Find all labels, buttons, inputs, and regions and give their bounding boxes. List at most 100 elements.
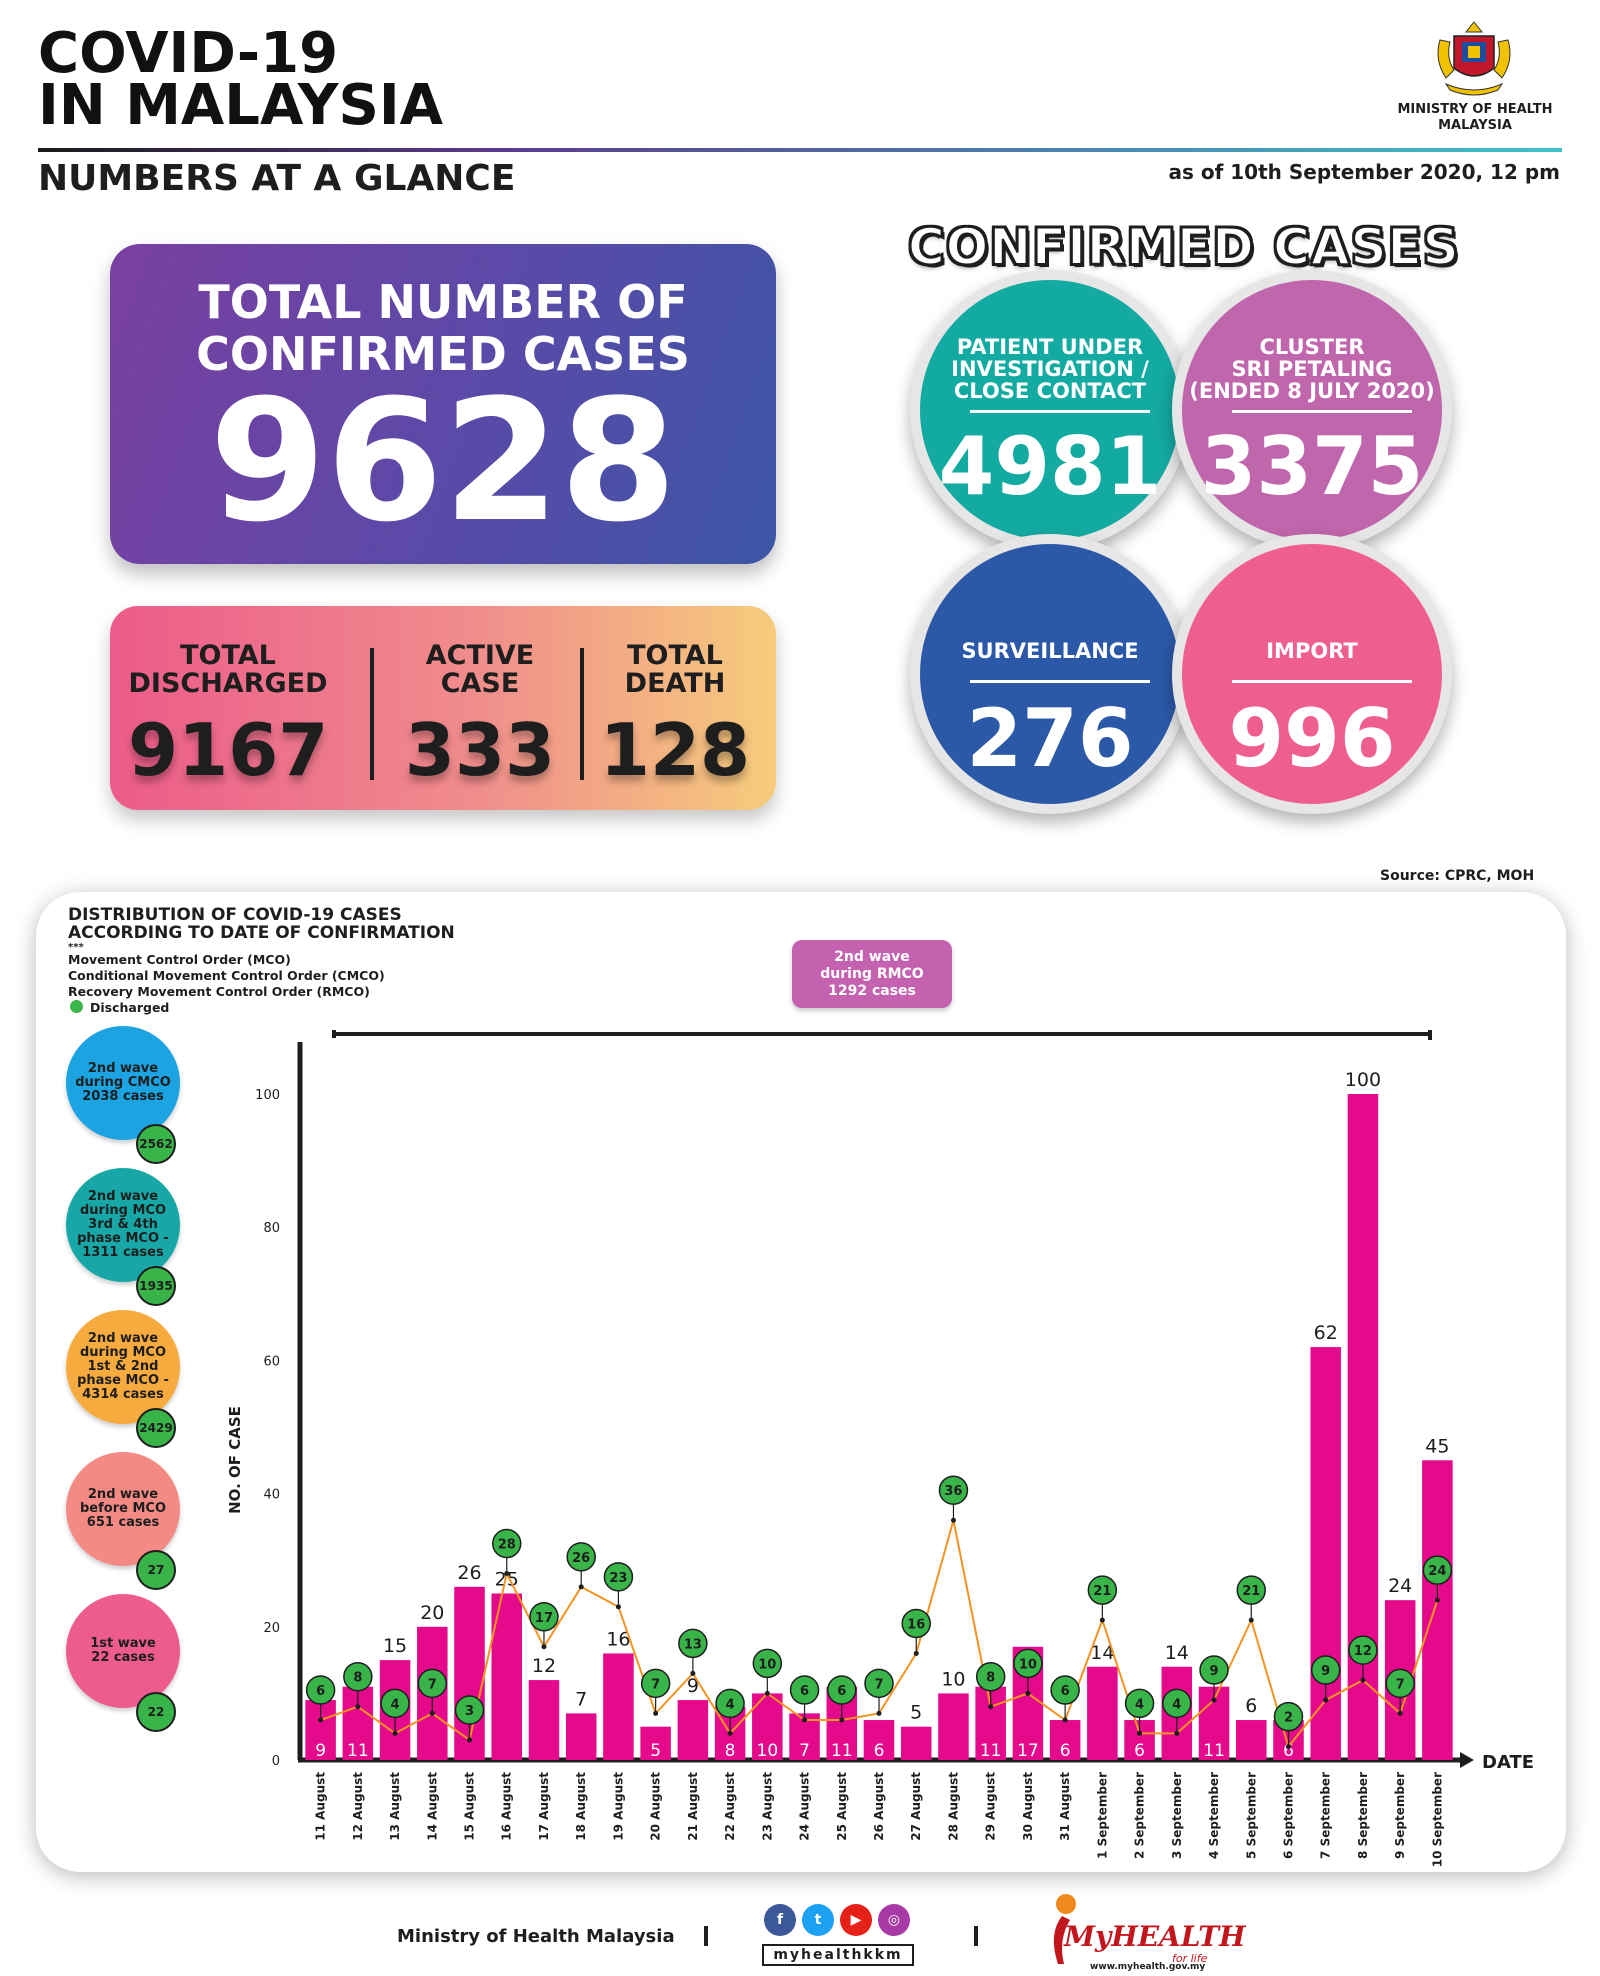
page-subtitle: NUMBERS AT A GLANCE [38,158,516,199]
rmco-line-3: 1292 cases [828,983,916,999]
discharged-badge [1310,1655,1341,1685]
wave-text-line: 2nd wave [87,1487,159,1502]
active-stat: ACTIVE CASE 333 [380,640,580,793]
x-tick-label: 5 September [1244,1772,1258,1859]
death-stat: TOTAL DEATH 128 [592,642,758,793]
death-value: 128 [599,708,751,792]
wave-text-line: 2nd wave [87,1061,159,1076]
discharged-badge [901,1608,931,1639]
active-label-line-1: ACTIVE [425,640,535,671]
x-tick-label: 29 August [984,1772,998,1841]
x-tick-label: 11 August [314,1772,328,1841]
wave-discharged-badge: 2429 [136,1408,176,1448]
circle-rule [970,680,1150,683]
wave-discharged-badge: 2562 [136,1124,176,1164]
circle-rule [1232,680,1412,683]
legend-cmco: Conditional Movement Control Order (CMCO… [68,968,385,983]
discharged-value-label: 12 [1354,1644,1372,1659]
bar-value-label: 11 [347,1741,369,1761]
x-tick-label: 16 August [500,1772,514,1841]
footer-ministry: Ministry of Health Malaysia [397,1926,675,1947]
title-line-1: COVID-19 [38,21,339,86]
discharged-badge [1422,1555,1453,1585]
x-tick-label: 19 August [611,1772,625,1841]
y-tick-label: 40 [263,1488,280,1503]
discharged-badge [789,1675,820,1705]
x-tick-label: 28 August [946,1772,960,1841]
discharged-value-label: 9 [1321,1664,1330,1679]
death-label-line-1: TOTAL [627,640,723,671]
stat-divider [580,648,584,780]
discharged-badge [1050,1675,1080,1705]
discharged-badge [529,1602,559,1632]
import-value: 996 [1228,692,1396,785]
rmco-wave-label: 2nd wave during RMCO 1292 cases [792,940,952,1008]
x-tick-label: 25 August [835,1772,849,1841]
x-tick-label: 7 September [1319,1772,1333,1859]
x-tick-label: 2 September [1133,1772,1147,1859]
bar-value-label: 15 [383,1635,407,1657]
discharged-value-label: 8 [353,1671,362,1686]
x-axis-arrow [1460,1752,1474,1768]
bar [900,1726,932,1760]
social-handle[interactable]: myhealthkkm [762,1944,914,1966]
myhealth-figure-icon [1053,1894,1076,1964]
footer-divider [704,1926,708,1946]
source-note: Source: CPRC, MOH [1380,868,1535,884]
wave-text-line: phase MCO - [77,1373,169,1388]
discharged-value-label: 10 [1019,1657,1037,1672]
cluster-label-line-2: SRI PETALING [1231,357,1393,381]
discharged-value-label: 21 [1242,1584,1260,1599]
discharged-badge [417,1668,448,1699]
x-tick-label: 4 September [1207,1772,1221,1859]
y-tick-label: 0 [272,1754,280,1769]
legend-mco: Movement Control Order (MCO) [68,952,291,967]
x-tick-label: 15 August [463,1772,477,1841]
discharged-badge [343,1661,373,1692]
myhealth-logo: MyHEALTH [1064,1920,1246,1953]
page-title: COVID-19 IN MALAYSIA [38,21,443,134]
wave-text-line: 1st wave [90,1636,156,1651]
circle-rule [1232,410,1412,413]
wave-circle-cmco: 2nd wave during CMCO 2038 cases [66,1026,180,1140]
youtube-icon[interactable]: ▶ [840,1904,872,1936]
bar-value-label: 17 [1017,1741,1039,1761]
bar [863,1720,895,1760]
wave-circle-mco-3-4: 2nd wave during MCO 3rd & 4th phase MCO … [66,1168,180,1282]
discharged-value-label: 6 [800,1684,809,1699]
instagram-icon[interactable]: ◎ [878,1904,910,1936]
twitter-icon[interactable]: t [802,1904,834,1936]
wave-text-line: 4314 cases [82,1387,164,1402]
pui-label: PATIENT UNDER INVESTIGATION / CLOSE CONT… [920,336,1180,402]
legend-stars: *** [68,942,84,953]
myhealth-url[interactable]: www.myhealth.gov.my [1090,1962,1206,1972]
x-tick-label: 3 September [1170,1772,1184,1859]
ministry-line-2: MALAYSIA [1438,118,1512,133]
import-circle: IMPORT 996 [1172,534,1452,814]
discharged-badge [678,1628,708,1659]
wave-text-line: before MCO [80,1501,166,1516]
discharged-badge [640,1668,671,1699]
bar-value-label: 11 [980,1741,1002,1761]
discharged-value-label: 7 [1396,1677,1405,1692]
chart-title: DISTRIBUTION OF COVID-19 CASES ACCORDING… [68,906,455,942]
facebook-icon[interactable]: f [764,1904,796,1936]
bar [677,1700,709,1760]
bar-value-label: 7 [575,1688,587,1710]
wave-circle-text: 2nd wave before MCO 651 cases [80,1488,166,1530]
bar [938,1693,969,1760]
pui-label-line-2: INVESTIGATION / [951,357,1149,381]
bar-value-label: 11 [1203,1741,1225,1761]
bar-value-label: 9 [315,1741,326,1761]
bar-value-label: 6 [1245,1695,1257,1717]
x-tick-label: 1 September [1095,1772,1109,1859]
bar-value-label: 26 [457,1562,481,1584]
wave-text-line: phase MCO - [77,1231,169,1246]
discharged-value-label: 7 [428,1677,437,1692]
bar [1049,1720,1081,1760]
discharged-badge [1124,1688,1155,1719]
y-tick-label: 100 [255,1088,280,1103]
bar-value-label: 100 [1345,1069,1381,1091]
death-label: TOTAL DEATH [592,642,758,698]
pui-label-line-3: CLOSE CONTACT [953,379,1147,403]
